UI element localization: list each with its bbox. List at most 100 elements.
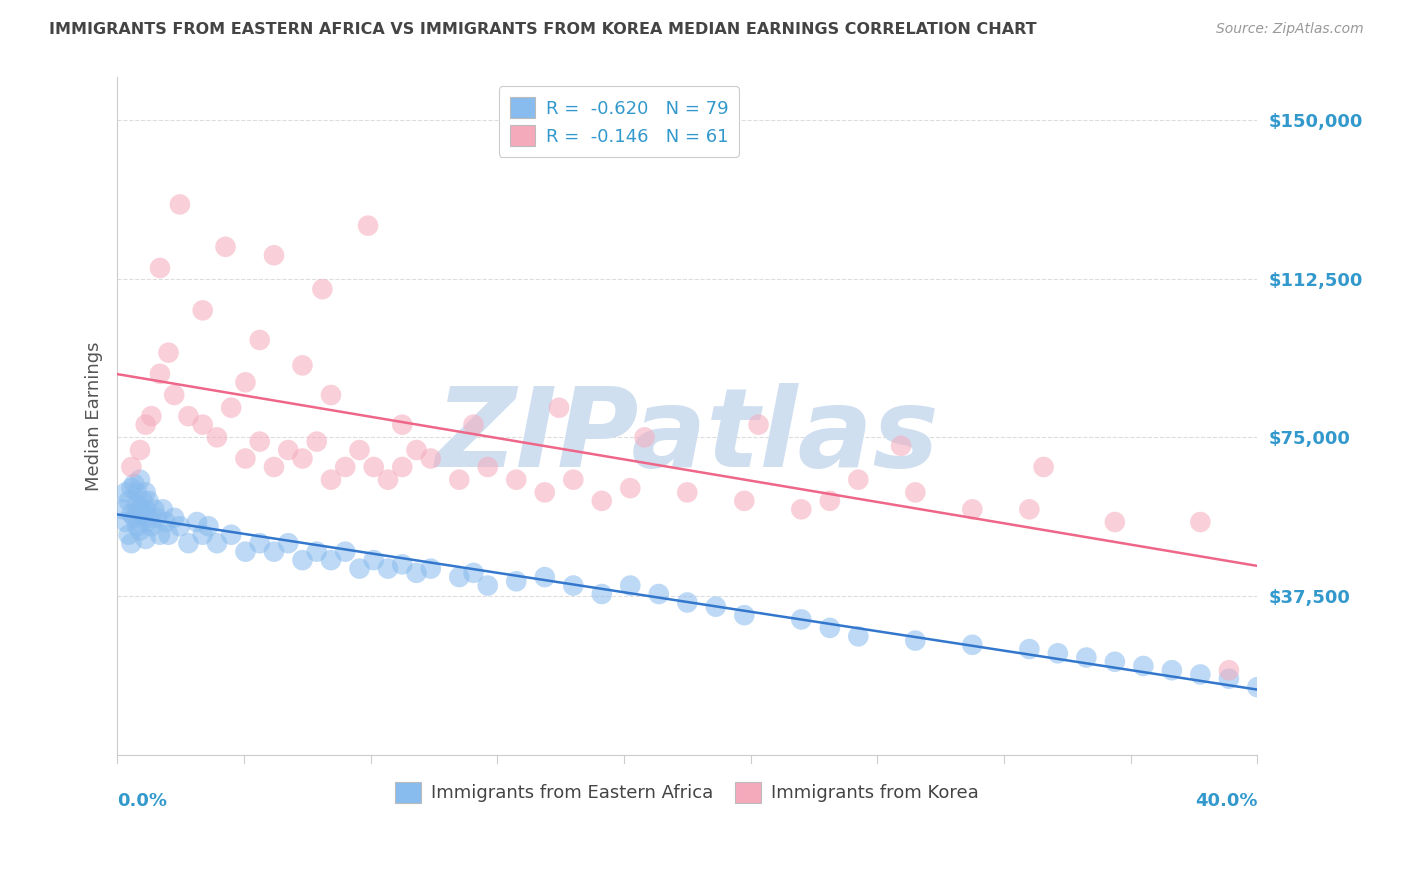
Point [349,561,371,575]
Point [157,345,180,359]
Point [1189,667,1212,681]
Point [1018,642,1040,657]
Point [419,451,441,466]
Point [1018,502,1040,516]
Point [124,510,146,524]
Point [143,502,166,516]
Point [129,443,152,458]
Point [129,502,152,516]
Point [249,536,271,550]
Point [377,473,399,487]
Point [335,544,357,558]
Point [186,515,208,529]
Point [533,485,555,500]
Point [129,473,152,487]
Text: 0.0%: 0.0% [117,792,167,810]
Point [127,485,149,500]
Point [291,553,314,567]
Point [235,451,257,466]
Point [591,587,613,601]
Point [449,473,471,487]
Point [197,519,219,533]
Point [149,367,172,381]
Point [505,574,527,589]
Point [1160,663,1182,677]
Point [319,553,342,567]
Point [449,570,471,584]
Point [120,507,142,521]
Point [704,599,727,614]
Point [135,417,157,432]
Point [141,409,163,424]
Point [1076,650,1098,665]
Point [114,515,136,529]
Point [191,417,214,432]
Point [149,527,172,541]
Point [235,544,257,558]
Point [146,510,169,524]
Point [305,434,328,449]
Point [633,430,655,444]
Point [263,460,285,475]
Point [733,493,755,508]
Point [135,485,157,500]
Point [619,578,641,592]
Point [132,493,155,508]
Point [548,401,571,415]
Point [463,566,485,580]
Point [163,510,186,524]
Point [1104,515,1126,529]
Point [335,460,357,475]
Point [377,561,399,575]
Point [1032,460,1054,475]
Text: Source: ZipAtlas.com: Source: ZipAtlas.com [1216,22,1364,37]
Point [205,430,228,444]
Point [191,303,214,318]
Point [890,439,912,453]
Point [790,612,813,626]
Point [1246,680,1268,694]
Point [138,493,160,508]
Point [405,566,427,580]
Point [962,638,984,652]
Point [533,570,555,584]
Point [846,473,869,487]
Point [169,197,191,211]
Point [127,519,149,533]
Point [117,527,139,541]
Point [1189,515,1212,529]
Point [619,481,641,495]
Point [129,524,152,538]
Point [846,629,869,643]
Point [163,388,186,402]
Point [319,388,342,402]
Point [463,417,485,432]
Point [127,498,149,512]
Legend: Immigrants from Eastern Africa, Immigrants from Korea: Immigrants from Eastern Africa, Immigran… [384,771,990,814]
Point [135,532,157,546]
Point [818,621,841,635]
Point [117,493,139,508]
Point [157,527,180,541]
Point [962,502,984,516]
Point [1104,655,1126,669]
Point [363,460,385,475]
Point [648,587,671,601]
Point [120,481,142,495]
Point [135,502,157,516]
Point [149,260,172,275]
Point [311,282,333,296]
Text: ZIPatlas: ZIPatlas [436,383,939,490]
Point [419,561,441,575]
Point [235,376,257,390]
Point [391,460,413,475]
Point [205,536,228,550]
Point [120,460,142,475]
Point [790,502,813,516]
Point [818,493,841,508]
Point [904,633,927,648]
Point [676,485,699,500]
Point [263,248,285,262]
Point [748,417,770,432]
Y-axis label: Median Earnings: Median Earnings [86,342,103,491]
